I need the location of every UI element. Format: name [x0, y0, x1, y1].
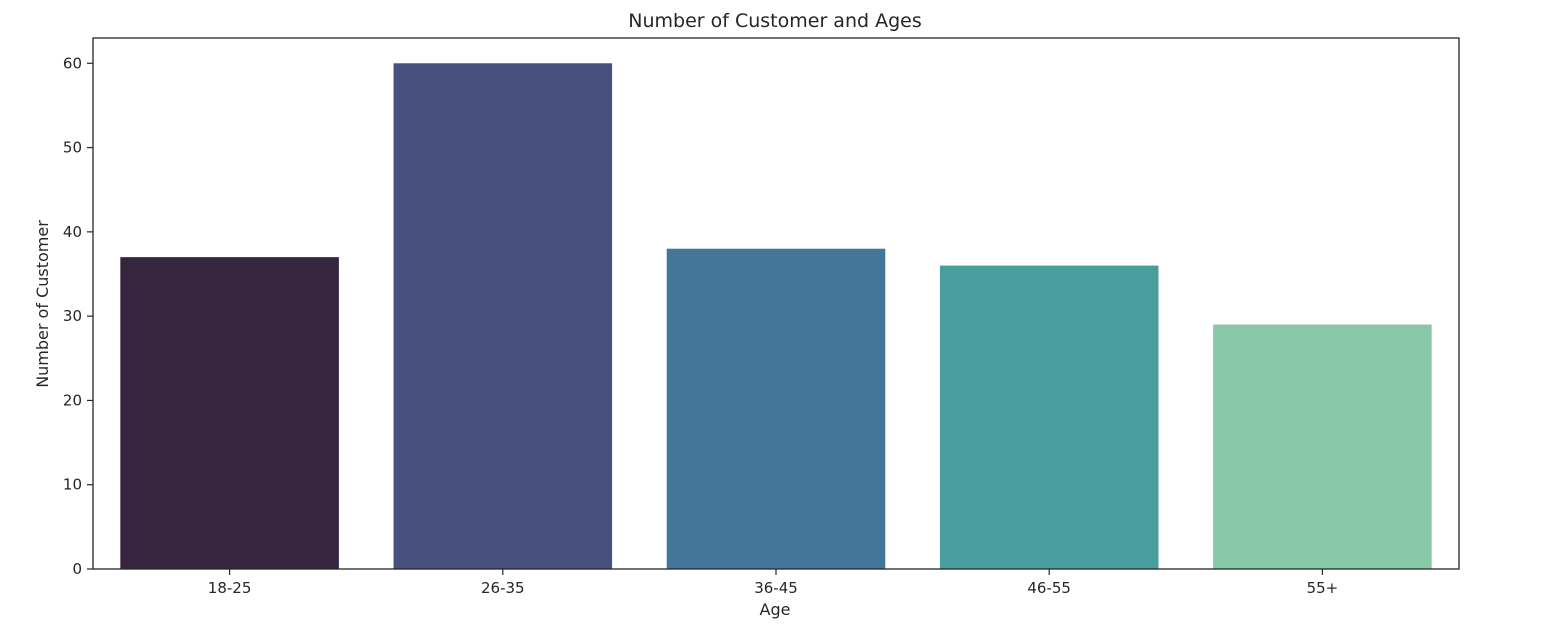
x-tick-label: 18-25	[208, 579, 252, 597]
plot-frame	[92, 37, 1460, 570]
x-tick-label: 36-45	[754, 579, 798, 597]
y-tick-label: 40	[63, 223, 82, 241]
y-tick-label: 10	[63, 476, 82, 494]
bar-46-55	[939, 265, 1159, 569]
y-tick-label: 50	[63, 139, 82, 157]
x-tick-label: 55+	[1307, 579, 1339, 597]
bar-36-45	[666, 248, 886, 569]
x-axis-label: Age	[760, 600, 791, 619]
ticks-layer: 18-25 26-35 36-45 46-55 55+ 0 10 20 30 40 50 60	[63, 54, 1338, 597]
y-tick-label: 20	[63, 391, 82, 409]
y-tick-label: 0	[72, 560, 82, 578]
bar-18-25	[120, 257, 339, 569]
x-tick-label: 46-55	[1027, 579, 1071, 597]
y-axis-label: Number of Customer	[33, 220, 52, 388]
y-tick-label: 30	[63, 307, 82, 325]
bars-layer	[120, 63, 1432, 570]
bar-55+	[1213, 324, 1432, 569]
chart-title: Number of Customer and Ages	[628, 10, 921, 32]
bar-26-35	[393, 63, 613, 570]
x-tick-label: 26-35	[481, 579, 525, 597]
y-tick-label: 60	[63, 54, 82, 72]
